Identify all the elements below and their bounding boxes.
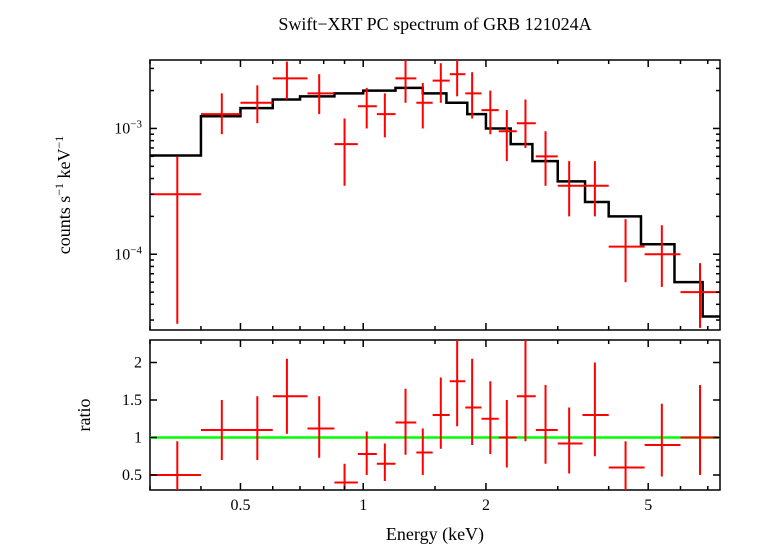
ytick-label: 2 xyxy=(134,355,142,372)
xtick-label: 1 xyxy=(359,497,367,514)
ytick-label: 10−4 xyxy=(114,244,142,263)
model-line xyxy=(150,88,720,317)
bottom-panel-content xyxy=(150,340,720,509)
spectrum-chart: Swift−XRT PC spectrum of GRB 121024A 10−4… xyxy=(0,0,758,556)
ytick-label: 1 xyxy=(134,430,142,447)
x-axis-label: Energy (keV) xyxy=(386,524,484,545)
ytick-label: 10−3 xyxy=(114,118,142,137)
xtick-label: 5 xyxy=(644,497,652,514)
top-ylabel: counts s−1 keV−1 xyxy=(52,136,74,255)
top-panel-content xyxy=(150,60,720,328)
ytick-label: 0.5 xyxy=(122,467,142,484)
xtick-label: 0.5 xyxy=(230,497,250,514)
chart-title: Swift−XRT PC spectrum of GRB 121024A xyxy=(278,14,591,34)
ytick-label: 1.5 xyxy=(122,392,142,409)
top-panel-frame xyxy=(150,60,720,330)
xtick-label: 2 xyxy=(482,497,490,514)
bottom-ylabel: ratio xyxy=(74,399,94,432)
